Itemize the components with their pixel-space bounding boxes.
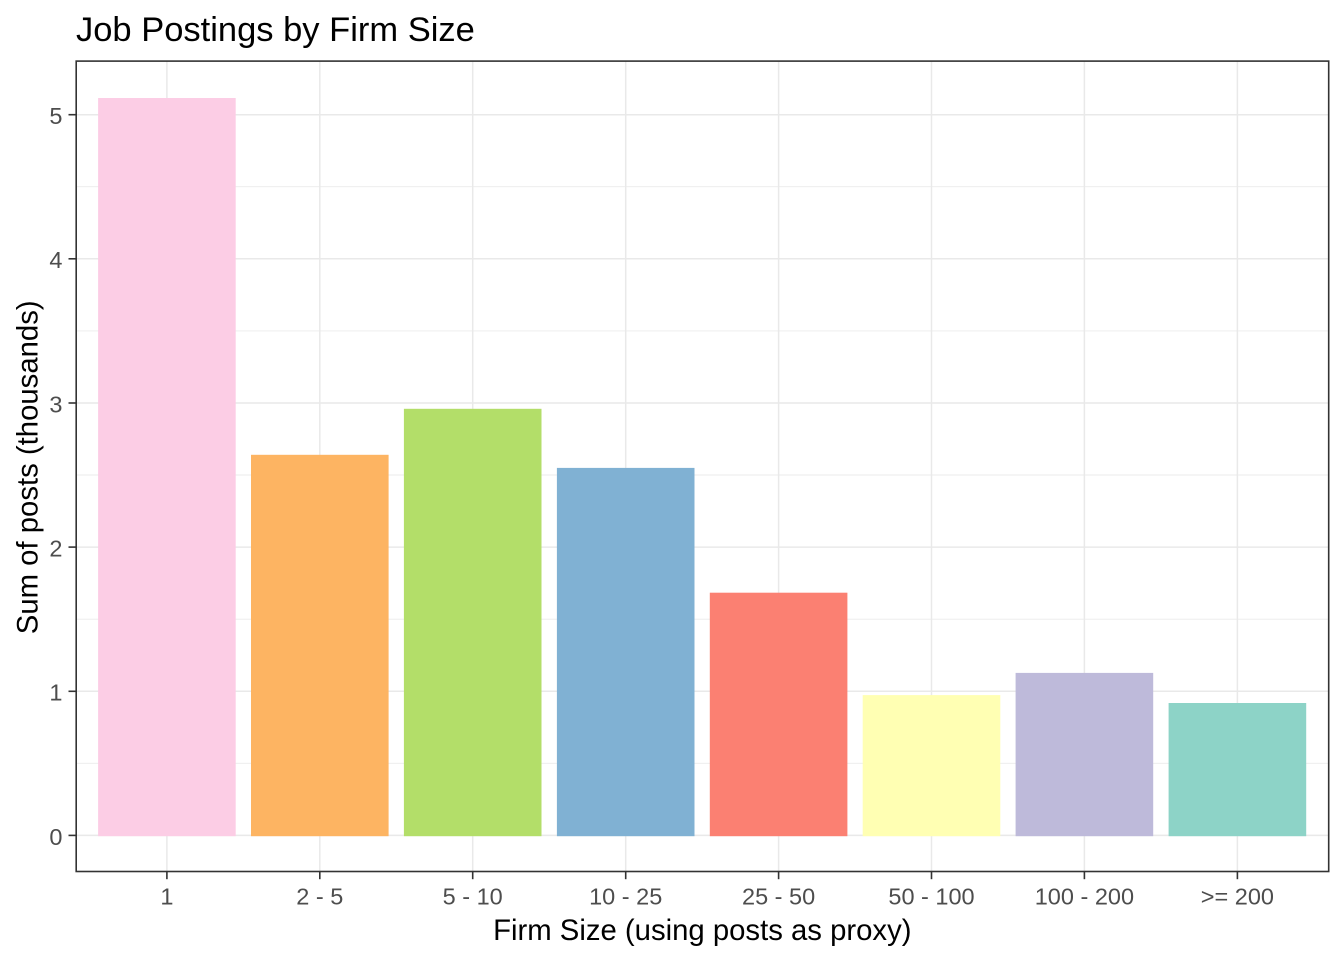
svg-text:>= 200: >= 200	[1201, 884, 1274, 910]
svg-text:5 - 10: 5 - 10	[443, 884, 503, 910]
svg-text:5: 5	[49, 103, 62, 129]
svg-text:0: 0	[49, 824, 62, 850]
svg-text:Sum of posts (thousands): Sum of posts (thousands)	[11, 300, 44, 634]
svg-text:4: 4	[49, 247, 62, 273]
svg-text:1: 1	[49, 680, 62, 706]
svg-text:3: 3	[49, 391, 62, 417]
svg-text:25 - 50: 25 - 50	[742, 884, 815, 910]
svg-text:50 - 100: 50 - 100	[888, 884, 974, 910]
svg-text:10 - 25: 10 - 25	[589, 884, 662, 910]
svg-text:2: 2	[49, 536, 62, 562]
svg-text:1: 1	[160, 884, 173, 910]
svg-text:Firm Size (using posts as prox: Firm Size (using posts as proxy)	[493, 914, 911, 947]
svg-text:100 - 200: 100 - 200	[1035, 884, 1134, 910]
svg-text:Job Postings by Firm Size: Job Postings by Firm Size	[76, 11, 475, 49]
svg-text:2 - 5: 2 - 5	[296, 884, 343, 910]
